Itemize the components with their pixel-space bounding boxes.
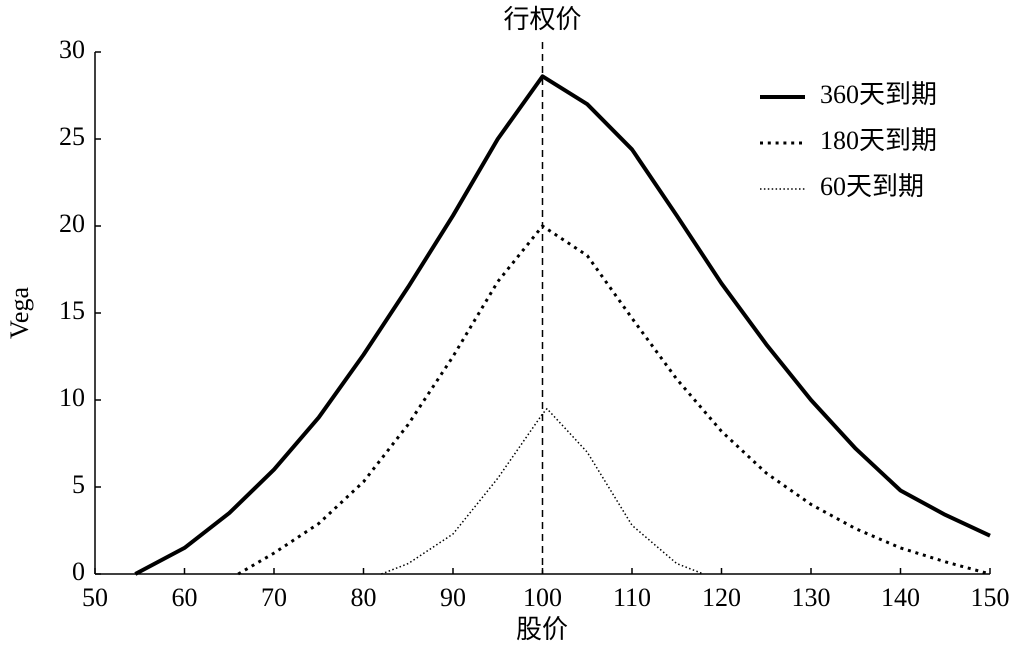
series-line [237,224,991,576]
x-tick-label: 100 [523,583,562,612]
legend-label: 60天到期 [820,172,924,201]
x-tick-label: 110 [613,583,651,612]
x-axis-label: 股价 [516,615,568,644]
x-tick-label: 70 [261,583,287,612]
x-tick-label: 130 [792,583,831,612]
x-tick-label: 90 [440,583,466,612]
reference-label: 行权价 [503,5,581,34]
legend-label: 360天到期 [820,80,937,109]
y-tick-label: 10 [59,383,85,412]
x-tick-label: 140 [881,583,920,612]
y-tick-label: 20 [59,209,85,238]
legend-label: 180天到期 [820,126,937,155]
y-tick-label: 25 [59,122,85,151]
x-tick-label: 80 [351,583,377,612]
x-tick-label: 50 [82,583,108,612]
y-tick-label: 30 [59,35,85,64]
y-tick-label: 0 [72,557,85,586]
x-tick-label: 60 [172,583,198,612]
y-tick-label: 15 [59,296,85,325]
x-tick-label: 120 [702,583,741,612]
y-tick-label: 5 [72,470,85,499]
series-line [381,407,704,575]
series-line [134,74,991,576]
y-axis-label: Vega [5,287,34,339]
x-tick-label: 150 [971,583,1010,612]
